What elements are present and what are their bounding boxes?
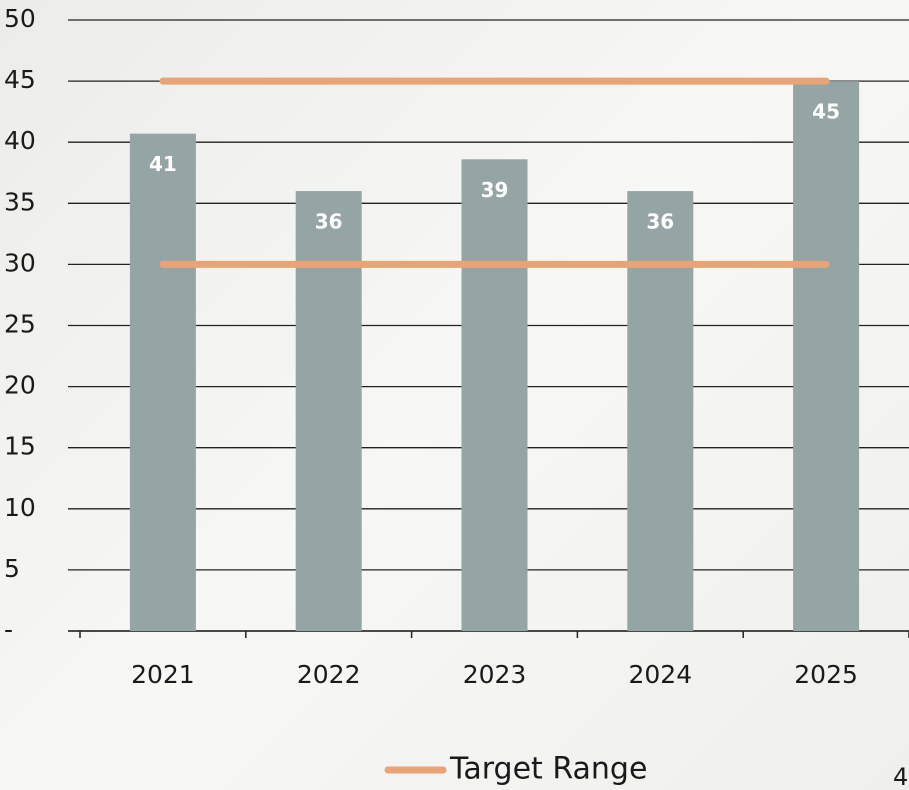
x-tick-label: 2024 <box>628 660 692 689</box>
x-tick-label: 2021 <box>131 660 195 689</box>
y-tick-label: 15 <box>4 432 36 461</box>
y-tick-label: 5 <box>4 554 20 583</box>
bar <box>793 81 860 632</box>
value-label: 39 <box>481 178 509 202</box>
value-label: 45 <box>812 100 840 124</box>
y-tick-label: 40 <box>4 126 36 155</box>
y-tick-label: 35 <box>4 187 36 216</box>
x-tick-label: 2022 <box>297 660 361 689</box>
y-tick-label: - <box>4 615 13 644</box>
value-label: 36 <box>315 210 343 234</box>
x-tick-label: 2025 <box>794 660 858 689</box>
x-tick-label: 2023 <box>463 660 527 689</box>
y-tick-label: 45 <box>4 65 36 94</box>
y-tick-label: 10 <box>4 493 36 522</box>
y-tick-label: 30 <box>4 248 36 277</box>
y-tick-label: 20 <box>4 371 36 400</box>
bar <box>129 133 196 631</box>
value-label: 41 <box>149 152 177 176</box>
legend-label: Target Range <box>449 752 647 787</box>
value-label: 36 <box>646 210 674 234</box>
y-tick-label: 50 <box>4 4 36 33</box>
bar <box>461 159 528 632</box>
y-tick-label: 25 <box>4 310 36 339</box>
bar <box>295 191 362 631</box>
bar <box>627 191 694 631</box>
page-number: 4 <box>893 763 908 790</box>
